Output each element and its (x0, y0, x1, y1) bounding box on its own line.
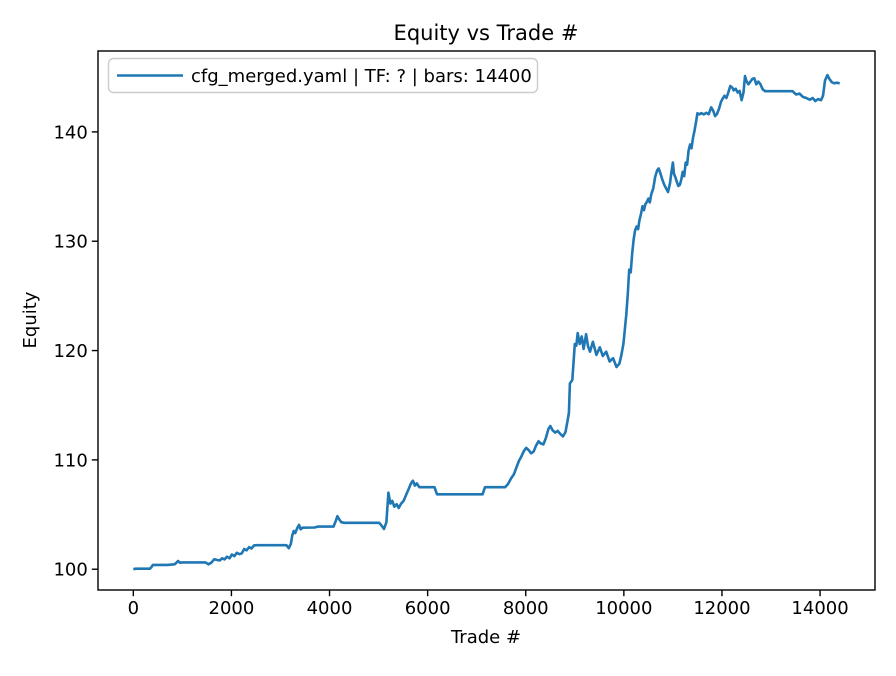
equity-curve-line (133, 73, 840, 571)
legend-series-label: cfg_merged.yaml | TF: ? | bars: 14400 (191, 66, 532, 87)
x-tick-label: 0 (128, 598, 139, 619)
x-axis-label: Trade # (450, 627, 521, 648)
y-axis-ticks: 100 110 120 130 140 (53, 122, 98, 581)
legend-box: cfg_merged.yaml | TF: ? | bars: 14400 (107, 57, 539, 94)
y-tick-label: 100 (53, 560, 87, 581)
x-tick-label: 10000 (595, 598, 652, 619)
x-tick-label: 4000 (307, 598, 353, 619)
x-axis-ticks: 0 2000 4000 6000 8000 10000 12000 14000 (128, 590, 849, 619)
y-tick-label: 140 (53, 122, 87, 143)
x-tick-label: 6000 (405, 598, 451, 619)
x-tick-label: 14000 (791, 598, 848, 619)
x-tick-label: 12000 (693, 598, 750, 619)
plot-frame (97, 50, 876, 591)
y-axis-label: Equity (20, 291, 41, 348)
y-tick-label: 110 (53, 450, 87, 471)
y-tick-label: 130 (53, 232, 87, 253)
y-tick-label: 120 (53, 341, 87, 362)
legend-frame (107, 57, 539, 94)
x-tick-label: 8000 (503, 598, 549, 619)
chart-title: Equity vs Trade # (394, 21, 579, 45)
x-tick-label: 2000 (209, 598, 255, 619)
